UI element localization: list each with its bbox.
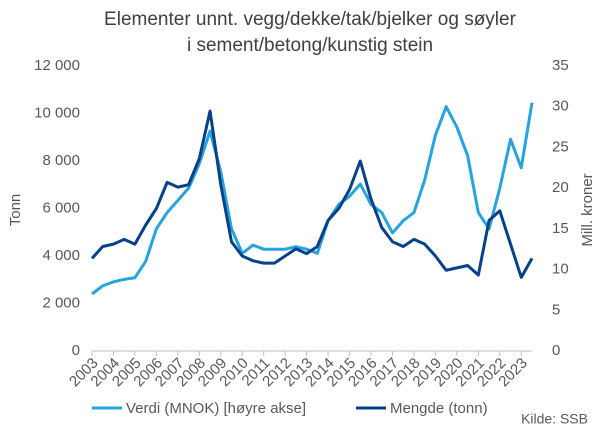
legend-label: Verdi (MNOK) [høyre akse]: [126, 400, 306, 417]
y-tick-label: 2 000: [42, 294, 80, 311]
legend-label: Mengde (tonn): [390, 400, 488, 417]
y2-tick-label: 5: [552, 301, 560, 318]
y-tick-label: 12 000: [34, 57, 80, 74]
y2-tick-label: 20: [552, 179, 569, 196]
y2-axis-label: Mill. kroner: [579, 173, 592, 246]
y-tick-label: 10 000: [34, 104, 80, 121]
y2-tick-label: 0: [552, 342, 560, 359]
y-tick-label: 4 000: [42, 247, 80, 264]
y2-tick-label: 10: [552, 261, 569, 278]
chart-title: Elementer unnt. vegg/dekke/tak/bjelker o…: [104, 9, 517, 30]
y-tick-label: 6 000: [42, 199, 80, 216]
y2-tick-label: 30: [552, 98, 569, 115]
source: Kilde: SSB: [521, 411, 588, 427]
y2-tick-label: 15: [552, 220, 569, 237]
y2-tick-label: 35: [552, 57, 569, 74]
chart-title: i sement/betong/kunstig stein: [187, 35, 433, 56]
y-axis-label: Tonn: [7, 194, 24, 227]
line-series: [90, 109, 534, 279]
y-tick-label: 0: [72, 342, 80, 359]
y-tick-label: 8 000: [42, 152, 80, 169]
y2-tick-label: 25: [552, 138, 569, 155]
